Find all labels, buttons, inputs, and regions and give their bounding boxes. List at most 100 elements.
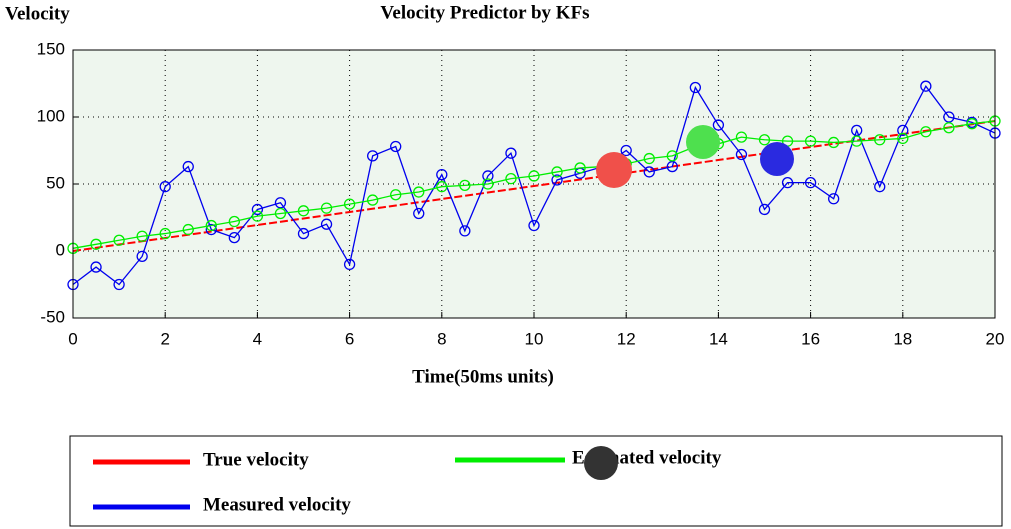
data-point [413,207,425,220]
data-point [436,181,448,193]
data-point [320,218,333,230]
data-point [205,219,217,232]
data-point [851,135,863,147]
data-point [505,147,517,159]
data-point [735,131,748,143]
data-point [966,118,978,130]
data-point [159,181,171,193]
data-point [297,227,310,240]
x-tick-label: 10 [525,329,544,348]
x-tick-label: 20 [986,329,1005,348]
legend-label: Measured velocity [203,494,351,515]
data-point [666,160,678,173]
data-point [551,166,563,178]
y-tick-label: 150 [37,39,65,58]
data-point [758,203,771,216]
data-point [228,231,241,244]
data-point [897,132,909,145]
data-point [551,174,563,186]
data-point [413,186,425,198]
data-point [828,193,840,205]
x-tick-label: 4 [253,329,262,348]
data-point [643,152,655,165]
data-point [689,81,701,94]
data-point [666,150,678,162]
data-point [390,189,402,201]
data-point [274,197,287,209]
chart-title: Velocity Predictor by KFs [380,2,589,23]
data-point [943,111,955,123]
data-point [90,238,102,250]
data-point [712,119,725,131]
data-point [528,219,540,232]
data-point [528,170,540,182]
data-point [920,126,932,138]
data-point [804,177,817,189]
data-point [228,215,241,228]
data-point [804,135,817,147]
data-point [251,203,264,216]
data-point [366,194,379,206]
data-point [620,144,632,157]
data-point [920,80,932,92]
series-line [72,120,996,252]
data-point [505,172,517,185]
data-point [113,234,125,246]
x-tick-label: 6 [345,329,354,348]
data-point [943,122,955,134]
overlay-dot[interactable] [760,142,794,176]
data-point [366,150,379,162]
data-point [874,181,886,193]
series-line [72,84,996,286]
data-point [274,207,287,220]
y-tick-label: 100 [37,106,65,125]
x-tick-label: 8 [437,329,446,348]
x-axis-label: Time(50ms units) [412,366,554,387]
y-tick-label: 0 [56,240,65,259]
overlay-dot[interactable] [584,446,618,480]
x-tick-label: 12 [617,329,636,348]
data-point [781,177,794,189]
data-point [482,178,494,190]
y-tick-label: -50 [40,307,65,326]
overlay-dot[interactable] [596,152,632,188]
overlay-dot[interactable] [686,125,720,159]
data-point [159,227,171,240]
y-axis-label: Velocity [5,3,70,24]
data-point [758,134,771,146]
data-point [459,225,471,237]
data-point [90,261,102,273]
series-line [72,120,996,249]
data-point [897,124,909,137]
legend [69,435,1003,527]
data-point [113,278,125,291]
data-point [643,166,655,178]
x-tick-label: 14 [709,329,728,348]
data-point [136,230,148,242]
x-tick-label: 2 [160,329,169,348]
data-point [436,168,448,181]
y-tick-label: 50 [46,173,65,192]
data-point [182,223,194,236]
x-tick-label: 16 [801,329,820,348]
data-point [297,205,310,217]
plot-frame [72,49,996,319]
data-point [874,134,886,146]
data-point [251,210,264,222]
data-point [390,140,402,153]
data-point [205,223,217,236]
x-tick-label: 0 [68,329,77,348]
legend-label: True velocity [203,449,309,470]
data-point [320,202,333,214]
data-point [482,170,494,182]
data-point [574,162,586,174]
data-point [136,250,148,263]
data-point [828,136,840,149]
data-point [851,124,863,137]
data-point [459,179,471,191]
x-tick-label: 18 [893,329,912,348]
data-point [343,258,356,271]
data-point [735,148,748,161]
data-point [343,198,356,210]
